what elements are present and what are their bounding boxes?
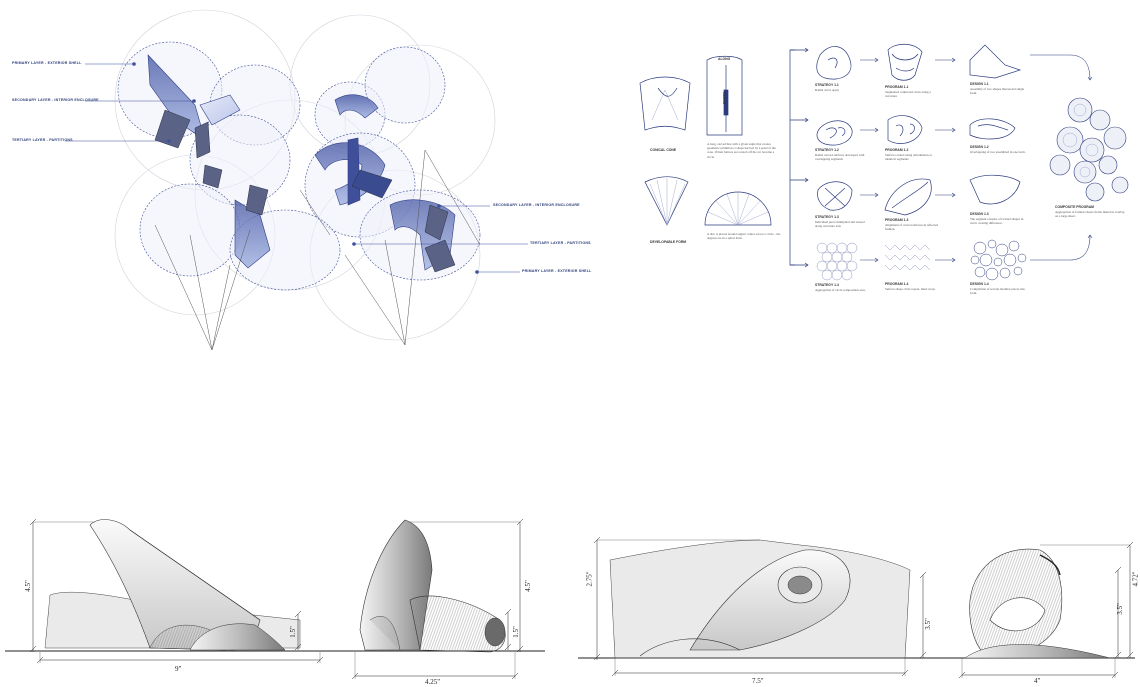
dim-model3-small: 3.5" — [923, 618, 932, 630]
strategy-1-2-label: STRATEGY 1.2 — [815, 148, 839, 152]
composition-label: COMPOSITE PROGRAM — [1055, 205, 1094, 209]
strategy-1-2-text: Radial curved surfaces developed with ov… — [815, 153, 865, 162]
dim-model3-height: 2.75" — [585, 571, 594, 587]
design-1-1-text: Assembly of two shapes intersected singl… — [970, 87, 1025, 96]
program-1-2-text: Surface rotated along deformation at ide… — [885, 153, 932, 162]
dim-model1-small: 1.5" — [288, 626, 297, 638]
program-1-3-text: Alignment of curved surfaces in reflecte… — [885, 223, 939, 232]
model-4-elevation — [964, 548, 1111, 659]
program-1-3-label: PROGRAM 1.3 — [885, 218, 909, 222]
dim-model4-small: 3.5" — [1115, 603, 1124, 615]
elevation-drawings — [5, 518, 1135, 680]
program-1-4-text: Surface shape circle repeat, sheet wrap. — [885, 287, 936, 291]
model-elevations: 4.5" 1.5" 9" 4.5" 1.5" 4.25" 2.75" 3.5" … — [0, 500, 1140, 687]
projection-lines — [154, 149, 481, 351]
label-tertiary-partitions-right: TERTIARY LAYER - PARTITIONS — [530, 241, 591, 245]
ground-lines — [5, 650, 1135, 659]
dimension-lines — [29, 518, 1134, 680]
leader-lines — [65, 62, 528, 274]
label-primary-exterior-left: PRIMARY LAYER - EXTERIOR SHELL — [12, 61, 82, 65]
design-1-1-label: DESIGN 1.1 — [970, 82, 989, 86]
design-1-2-text: Overlapping of two assembled in one form… — [970, 150, 1026, 154]
strategy-1-4-text: Aggregation of circle composition area. — [815, 288, 866, 292]
process-drawing — [639, 43, 1129, 281]
model-3-elevation — [609, 539, 911, 659]
dim-model1-height: 4.5" — [23, 580, 32, 592]
strip-side-label: ALONG — [722, 92, 726, 105]
dim-model4-height: 4.72" — [1131, 571, 1140, 587]
program-1-1-text: Segmented connected circle along a curva… — [885, 90, 931, 99]
axon-diagram: PRIMARY LAYER - EXTERIOR SHELL SECONDARY… — [0, 0, 600, 380]
conical-cone-label: CONICAL CONE — [650, 148, 677, 152]
strategy-1-1-label: STRATEGY 1.1 — [815, 83, 839, 87]
design-1-2-label: DESIGN 1.2 — [970, 145, 989, 149]
design-1-4-text: Compilation of several modular pieces in… — [970, 287, 1026, 296]
dim-model3-width: 7.5" — [752, 677, 764, 685]
program-1-4-label: PROGRAM 1.4 — [885, 282, 909, 286]
dim-model1-width: 9" — [175, 665, 182, 673]
label-secondary-interior-left: SECONDARY LAYER - INTERIOR ENCLOSURE — [12, 98, 99, 102]
strategy-1-3-label: STRATEGY 1.3 — [815, 215, 839, 219]
strip-top-label: ALONG — [718, 57, 731, 61]
program-1-1-label: PROGRAM 1.1 — [885, 85, 909, 89]
strategy-1-1-text: Radial curve apply — [815, 88, 840, 92]
process-diagram: CONICAL CONE DEVELOPABLE FORM ALONG ALON… — [630, 20, 1135, 320]
label-primary-exterior-right: PRIMARY LAYER - EXTERIOR SHELL — [522, 269, 592, 273]
model-1-elevation — [44, 519, 301, 651]
strategy-1-3-text: Individual piece multiplied and rotated … — [815, 220, 865, 229]
model-2-elevation — [359, 519, 506, 653]
dim-model2-height: 4.5" — [523, 580, 532, 592]
dim-model2-width: 4.25" — [425, 678, 441, 686]
conical-text: A long, curved line with a given angle t… — [707, 142, 776, 159]
partitions — [154, 109, 456, 273]
design-1-3-text: The segment consists of twisted shapes i… — [970, 217, 1024, 226]
strategy-1-4-label: STRATEGY 1.4 — [815, 283, 839, 287]
program-1-2-label: PROGRAM 1.2 — [885, 148, 909, 152]
design-1-3-label: DESIGN 1.3 — [970, 212, 989, 216]
axon-drawing — [65, 9, 528, 351]
dim-model4-width: 4" — [1034, 677, 1041, 685]
composition-text: Aggregation of formed cluster forms link… — [1055, 210, 1125, 219]
label-secondary-interior-right: SECONDARY LAYER - INTERIOR ENCLOSURE — [493, 203, 580, 207]
label-tertiary-partitions-left: TERTIARY LAYER - PARTITIONS — [12, 138, 73, 142]
dim-model2-small: 1.5" — [511, 626, 520, 638]
developable-text: A disc is placed around angles' center a… — [707, 232, 781, 241]
design-1-4-label: DESIGN 1.4 — [970, 282, 989, 286]
developable-form-label: DEVELOPABLE FORM — [650, 240, 687, 244]
